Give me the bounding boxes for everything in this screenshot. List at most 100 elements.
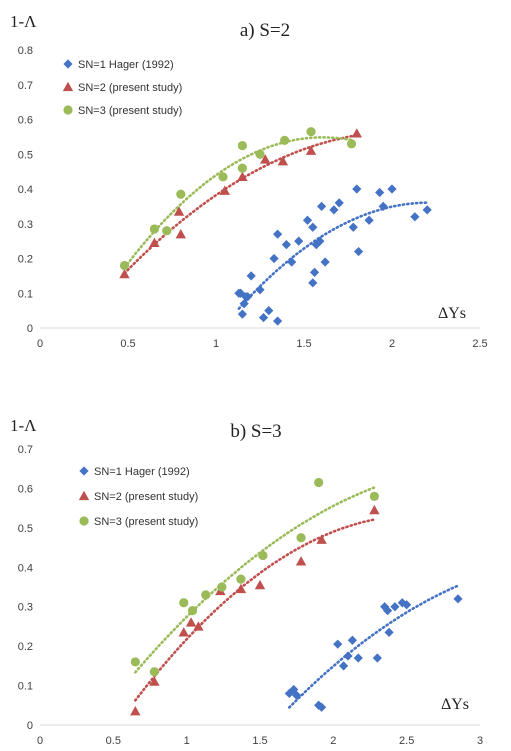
y-tick-label: 0.7 xyxy=(18,444,33,456)
data-point xyxy=(149,676,160,686)
data-point xyxy=(315,236,325,246)
y-tick-label: 0.5 xyxy=(18,149,33,161)
legend-marker-circle xyxy=(79,516,89,526)
data-point xyxy=(185,617,197,627)
y-tick-label: 0.2 xyxy=(18,254,33,266)
y-tick-label: 0.3 xyxy=(18,602,33,614)
data-point xyxy=(218,172,228,182)
data-point xyxy=(287,257,297,267)
data-point xyxy=(178,627,189,637)
data-point xyxy=(236,574,246,584)
data-point xyxy=(353,653,363,663)
data-point xyxy=(258,312,269,323)
legend-label: SN=2 (present study) xyxy=(94,491,198,503)
data-point xyxy=(294,236,304,246)
legend-marker-triangle xyxy=(62,81,74,92)
chart-title: a) S=2 xyxy=(240,20,290,41)
x-tick-label: 1 xyxy=(213,338,219,350)
y-tick-label: 0 xyxy=(27,323,33,335)
data-point xyxy=(176,189,186,199)
data-point xyxy=(273,229,283,239)
y-tick-label: 0.1 xyxy=(18,288,33,300)
data-point xyxy=(149,237,160,248)
x-tick-label: 0 xyxy=(37,735,43,747)
series-triangle xyxy=(130,504,380,716)
y-tick-label: 0.6 xyxy=(18,483,33,495)
x-tick-label: 3 xyxy=(477,735,483,747)
data-point xyxy=(352,184,362,194)
data-point xyxy=(329,205,339,215)
trendline-diamond xyxy=(288,584,460,709)
x-tick-label: 0.5 xyxy=(120,338,135,350)
data-point xyxy=(292,690,302,701)
data-point xyxy=(277,156,289,166)
y-axis-label: 1-Λ xyxy=(10,12,37,31)
data-point xyxy=(281,240,291,250)
y-tick-label: 0.2 xyxy=(18,641,33,653)
data-point xyxy=(375,187,385,198)
data-point xyxy=(130,706,141,716)
data-point xyxy=(369,491,379,501)
data-point xyxy=(347,635,357,645)
trendline-circle xyxy=(134,486,376,674)
legend-label: SN=1 Hager (1992) xyxy=(78,59,174,71)
x-tick-label: 2 xyxy=(330,735,336,747)
data-point xyxy=(309,267,320,277)
series-triangle xyxy=(119,128,362,279)
y-tick-label: 0.1 xyxy=(18,681,33,693)
y-tick-label: 0 xyxy=(27,720,33,732)
data-point xyxy=(255,285,265,295)
data-point xyxy=(343,651,353,661)
x-tick-label: 1 xyxy=(184,735,190,747)
data-point xyxy=(308,222,318,232)
data-point xyxy=(241,292,251,302)
data-point xyxy=(201,590,211,600)
data-point xyxy=(255,149,265,159)
x-tick-label: 2 xyxy=(389,338,395,350)
series-circle xyxy=(130,477,379,677)
x-tick-label: 2.5 xyxy=(472,338,487,350)
chart-a: 0 0.1 0.2 0.3 0.4 0.5 0.6 0.7 0.8 0 0.5 1 1.5 2 2.5 a) … xyxy=(10,12,488,350)
data-point xyxy=(314,700,324,710)
data-point xyxy=(364,215,374,225)
data-point xyxy=(130,657,140,667)
series-diamond xyxy=(234,184,432,326)
data-point xyxy=(295,556,307,566)
trendline-circle xyxy=(123,135,353,269)
data-point xyxy=(339,661,349,671)
data-point xyxy=(175,228,186,239)
data-point xyxy=(380,602,390,612)
data-point xyxy=(302,215,313,225)
legend-label: SN=1 Hager (1992) xyxy=(94,466,190,478)
data-point xyxy=(353,246,364,257)
data-point xyxy=(246,271,256,281)
data-point xyxy=(173,206,185,216)
chart-b: 0 0.1 0.2 0.3 0.4 0.5 0.6 0.7 0 0.5 1 1.5 2 2.5 3 b) S=… xyxy=(10,416,483,747)
x-tick-label: 0.5 xyxy=(106,735,121,747)
data-point xyxy=(284,688,294,699)
legend-marker-circle xyxy=(63,105,73,115)
data-point xyxy=(333,639,343,649)
series-diamond xyxy=(284,594,463,712)
data-point xyxy=(346,139,357,149)
data-point xyxy=(334,198,344,208)
data-point xyxy=(402,600,412,610)
data-point xyxy=(305,145,317,155)
data-point xyxy=(239,299,249,309)
y-tick-label: 0.5 xyxy=(18,523,33,535)
y-tick-label: 0.3 xyxy=(18,219,33,231)
y-tick-label: 0.4 xyxy=(18,562,33,574)
y-axis-label: 1-Λ xyxy=(10,416,37,435)
data-point xyxy=(390,602,400,612)
data-point xyxy=(351,128,362,138)
data-point xyxy=(149,224,159,234)
series-circle xyxy=(119,127,357,271)
y-tick-label: 0.7 xyxy=(18,80,33,92)
data-point xyxy=(162,226,172,236)
data-point xyxy=(317,201,327,211)
legend: SN=1 Hager (1992) SN=2 (present study) SN=… xyxy=(62,59,182,117)
x-tick-label: 1.5 xyxy=(296,338,311,350)
data-point xyxy=(306,127,316,137)
legend-marker-diamond xyxy=(79,466,89,476)
